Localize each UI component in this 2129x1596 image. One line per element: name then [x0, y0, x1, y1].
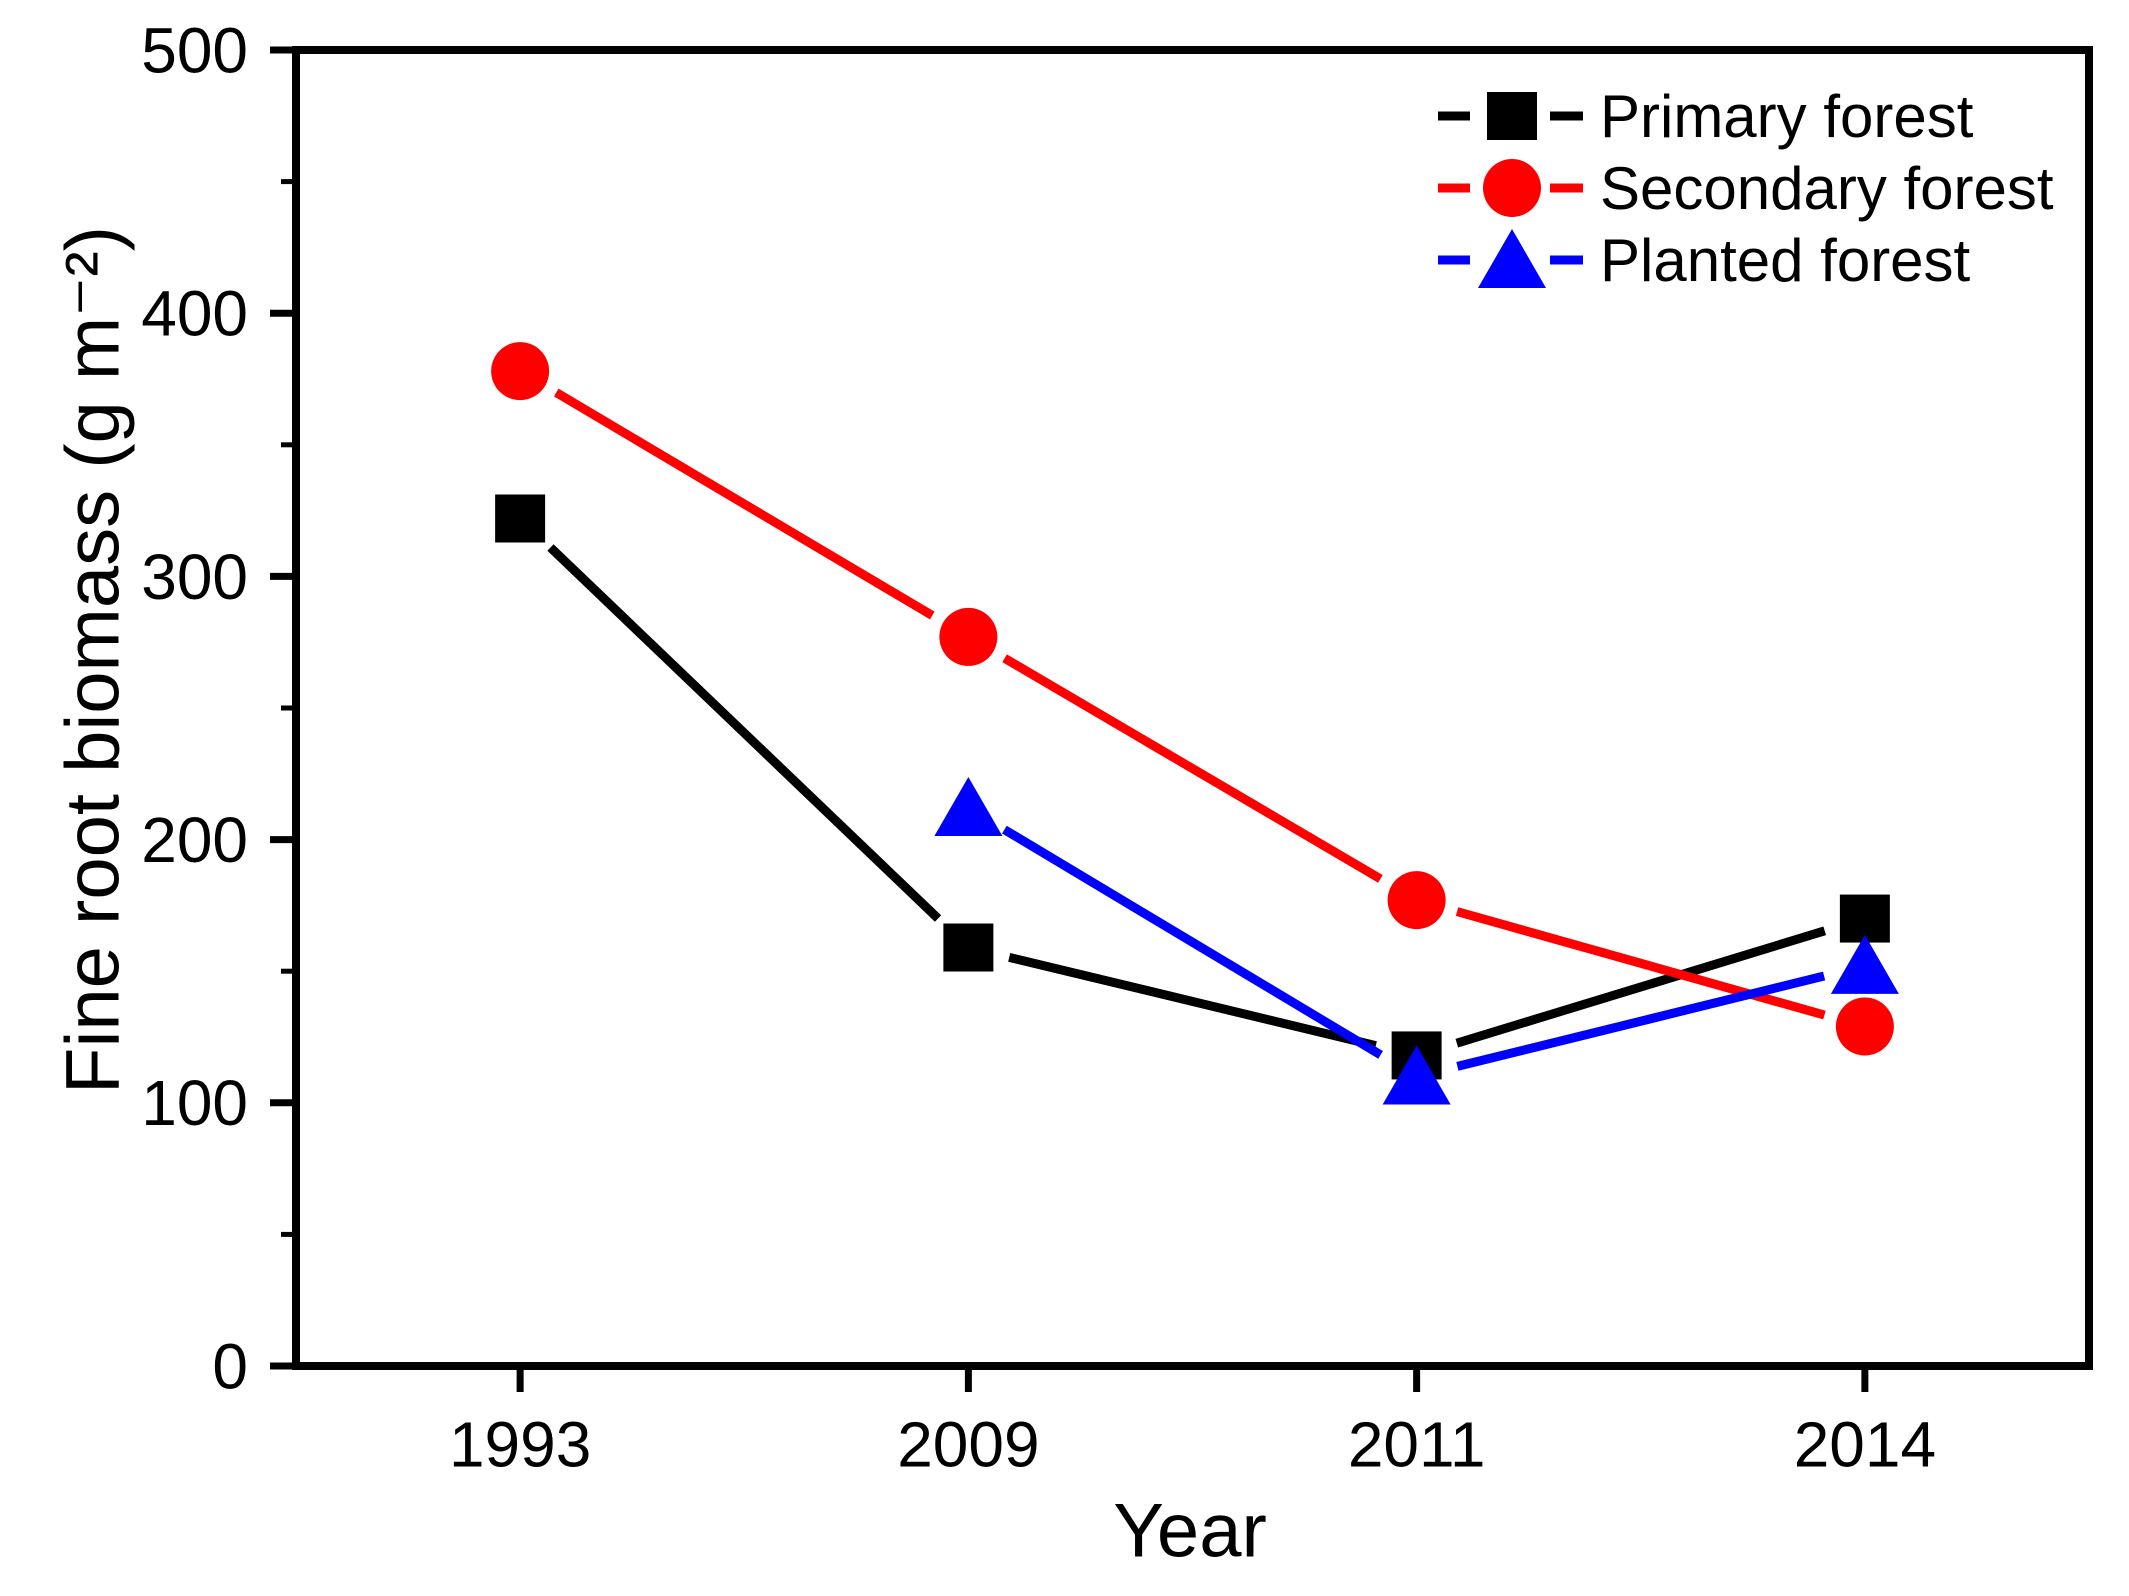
- data-point-marker-circle: [491, 342, 550, 401]
- y-axis-tick-label: 500: [141, 14, 248, 86]
- y-axis-tick-label: 200: [141, 804, 248, 876]
- series-line-segment: [1455, 907, 1826, 1020]
- data-point-marker-triangle: [1830, 934, 1899, 994]
- plot-border: [292, 46, 2093, 1370]
- data-point-marker-circle: [1387, 871, 1446, 930]
- data-point-marker-square-legend: [1487, 92, 1537, 140]
- series-planted-forest: [934, 777, 1899, 1105]
- series-line-segment: [1002, 825, 1383, 1059]
- x-axis-tick-label: 1993: [449, 1408, 591, 1480]
- series-line-segment: [547, 544, 942, 922]
- legend-label: Secondary forest: [1600, 155, 2054, 222]
- x-axis-tick-label: 2011: [1348, 1408, 1486, 1480]
- series-primary-forest: [495, 494, 1890, 1080]
- data-point-marker-circle: [939, 607, 998, 666]
- x-axis-tick-label: 2009: [897, 1408, 1039, 1480]
- series-line-segment: [1456, 971, 1826, 1071]
- y-axis-title: Fine root biomass (g m⁻²): [51, 226, 136, 1094]
- data-point-marker-square: [495, 494, 546, 543]
- y-axis-tick-label: 0: [212, 1330, 248, 1402]
- x-axis-tick-label: 2014: [1794, 1408, 1936, 1480]
- y-axis-tick-label: 100: [141, 1067, 248, 1139]
- y-axis-tick-label: 300: [141, 541, 248, 613]
- y-axis-tick-label: 400: [141, 278, 248, 350]
- x-axis-title: Year: [1113, 1489, 1267, 1574]
- data-point-marker-circle: [1835, 997, 1894, 1056]
- legend-item-primary-forest: Primary forest: [1438, 83, 1974, 150]
- data-point-marker-square: [1839, 894, 1890, 943]
- data-point-marker-circle-legend: [1483, 159, 1541, 217]
- plot-area: 0 100 200 300 400 500 1993 2009 2011 2014 Primary …: [141, 14, 2093, 1480]
- data-point-marker-triangle-legend: [1478, 229, 1546, 288]
- series-line-segment: [1008, 952, 1377, 1050]
- data-point-marker-triangle: [1382, 1045, 1451, 1105]
- series-secondary-forest: [491, 342, 1894, 1056]
- legend-label: Primary forest: [1600, 83, 1974, 150]
- series-line-segment: [1455, 926, 1827, 1048]
- data-point-marker-triangle: [934, 777, 1003, 837]
- data-point-marker-square: [943, 923, 994, 972]
- legend-item-secondary-forest: Secondary forest: [1438, 155, 2054, 222]
- series-line-segment: [1002, 654, 1383, 883]
- series-line-segment: [553, 388, 935, 620]
- legend-label: Planted forest: [1600, 227, 1971, 294]
- legend-item-planted-forest: Planted forest: [1438, 227, 1971, 294]
